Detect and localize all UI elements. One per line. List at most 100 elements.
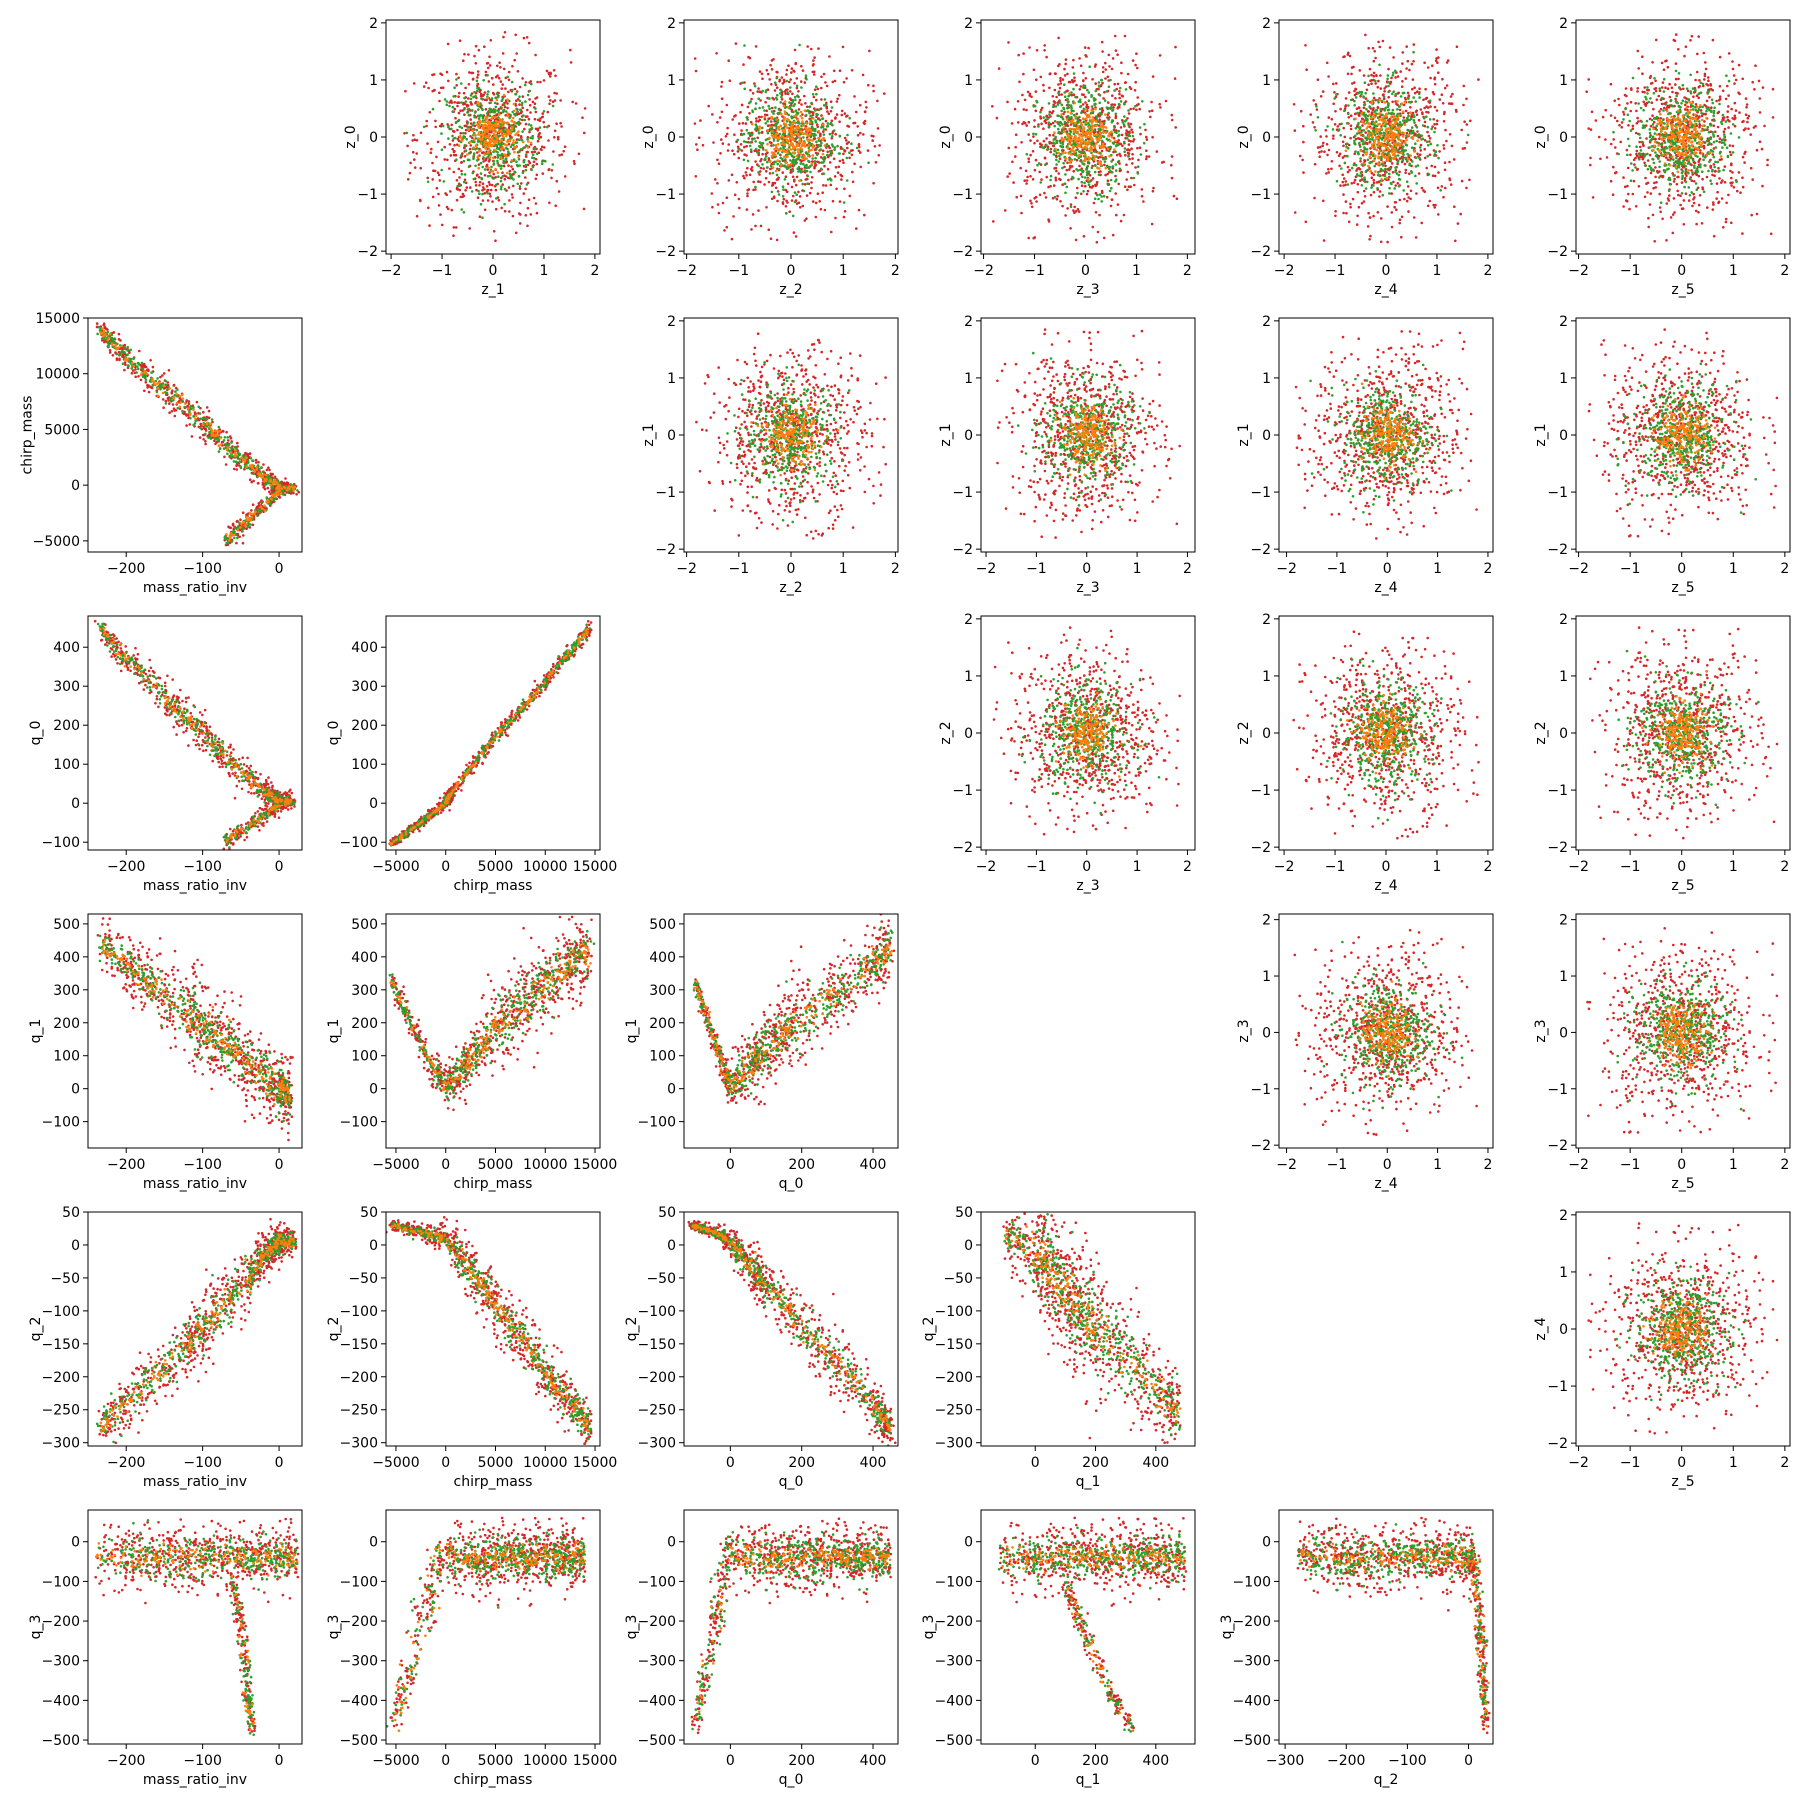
scatter-point xyxy=(1086,135,1090,139)
scatter-point xyxy=(448,167,451,170)
scatter-point xyxy=(1101,191,1104,195)
scatter-point xyxy=(1400,235,1403,239)
scatter-point xyxy=(1130,147,1133,150)
scatter-point xyxy=(496,74,499,77)
scatter-point xyxy=(1057,36,1060,40)
scatter-point xyxy=(1087,130,1091,134)
scatter-point xyxy=(459,131,463,135)
scatter-point xyxy=(815,85,818,88)
scatter-point xyxy=(450,208,454,212)
scatter-point xyxy=(1466,133,1470,137)
scatter-point xyxy=(1170,163,1173,167)
scatter-point xyxy=(1133,89,1137,92)
scatter-point xyxy=(788,210,791,213)
scatter-point xyxy=(1045,175,1048,179)
scatter-point xyxy=(731,118,734,121)
scatter-point xyxy=(1100,139,1104,143)
scatter-point xyxy=(820,114,823,117)
scatter-point xyxy=(1399,146,1402,149)
scatter-point xyxy=(1102,135,1106,138)
scatter-point xyxy=(527,140,530,143)
scatter-point xyxy=(758,127,761,131)
scatter-point xyxy=(1055,141,1059,145)
scatter-point xyxy=(516,70,520,73)
scatter-point xyxy=(539,135,543,139)
scatter-point xyxy=(515,163,519,167)
scatter-point xyxy=(540,148,543,152)
scatter-point xyxy=(1324,129,1328,132)
scatter-point xyxy=(1389,82,1392,85)
scatter-point xyxy=(1129,185,1132,188)
scatter-point xyxy=(759,99,762,102)
scatter-point xyxy=(487,141,491,144)
scatter-point xyxy=(495,139,499,143)
scatter-point xyxy=(514,141,518,144)
scatter-point xyxy=(818,118,822,122)
scatter-point xyxy=(554,204,557,207)
scatter-point xyxy=(1102,97,1105,100)
scatter-point xyxy=(751,122,754,126)
scatter-point xyxy=(1353,99,1356,103)
scatter-point xyxy=(1356,167,1359,170)
scatter-point xyxy=(1045,115,1048,118)
scatter-point xyxy=(451,134,454,138)
y-tick-label: −2 xyxy=(655,244,676,260)
scatter-point xyxy=(1093,144,1097,148)
scatter-point xyxy=(1431,174,1435,177)
x-tick-label: −1 xyxy=(728,263,749,279)
y-tick-label: 2 xyxy=(369,16,378,32)
scatter-point xyxy=(1049,184,1052,188)
scatter-point xyxy=(438,91,441,95)
scatter-point xyxy=(487,153,491,157)
scatter-point xyxy=(534,202,538,205)
scatter-point xyxy=(1172,194,1176,198)
scatter-point xyxy=(769,120,773,123)
scatter-point xyxy=(1406,59,1410,63)
scatter-point xyxy=(808,191,812,195)
scatter-point xyxy=(717,162,721,165)
scatter-point xyxy=(783,112,787,115)
scatter-point xyxy=(1322,199,1325,203)
scatter-point xyxy=(1104,113,1107,116)
scatter-point xyxy=(811,122,814,126)
scatter-point xyxy=(491,170,495,173)
scatter-point xyxy=(825,153,829,157)
scatter-point xyxy=(512,143,515,146)
scatter-point xyxy=(1113,89,1116,92)
scatter-point xyxy=(426,180,430,184)
scatter-point xyxy=(779,89,783,92)
scatter-point xyxy=(1047,218,1050,221)
scatter-point xyxy=(1052,100,1056,103)
scatter-point xyxy=(497,109,500,113)
scatter-point xyxy=(1084,101,1087,104)
scatter-point xyxy=(784,161,788,165)
scatter-point xyxy=(1029,199,1032,203)
scatter-point xyxy=(1426,66,1430,69)
scatter-point xyxy=(475,188,478,192)
scatter-point xyxy=(1368,67,1372,71)
scatter-point xyxy=(800,103,803,106)
scatter-point xyxy=(1040,145,1044,149)
scatter-point xyxy=(524,122,528,126)
scatter-point xyxy=(754,224,757,228)
scatter-point xyxy=(793,178,796,182)
scatter-point xyxy=(1346,165,1350,169)
scatter-point xyxy=(1038,170,1041,174)
scatter-point xyxy=(528,130,531,134)
scatter-point xyxy=(1325,135,1328,138)
scatter-point xyxy=(741,121,745,125)
scatter-point xyxy=(1064,127,1067,131)
scatter-point xyxy=(1081,117,1085,120)
scatter-point xyxy=(1151,75,1155,78)
scatter-point xyxy=(467,125,471,129)
scatter-point xyxy=(1442,120,1446,123)
scatter-point xyxy=(1032,135,1035,138)
scatter-point xyxy=(771,154,775,157)
scatter-point xyxy=(777,108,781,111)
scatter-point xyxy=(809,114,812,118)
scatter-point xyxy=(510,193,514,196)
scatter-point xyxy=(1019,166,1022,170)
scatter-point xyxy=(791,144,795,148)
scatter-point xyxy=(811,132,815,136)
